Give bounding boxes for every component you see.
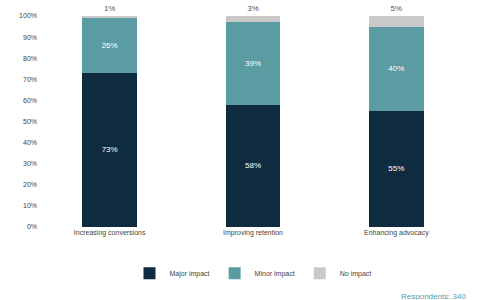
svg-text:1%: 1% [104,4,116,13]
svg-text:5%: 5% [391,4,403,13]
svg-text:80%: 80% [23,55,37,62]
svg-text:Improving retention: Improving retention [223,229,283,237]
svg-text:20%: 20% [23,181,37,188]
svg-text:0%: 0% [27,223,37,230]
svg-text:70%: 70% [23,76,37,83]
svg-text:No impact: No impact [340,270,372,278]
svg-text:Respondents: 340: Respondents: 340 [401,292,466,300]
svg-text:10%: 10% [23,202,37,209]
svg-text:90%: 90% [23,34,37,41]
svg-text:100%: 100% [19,12,37,19]
svg-text:58%: 58% [245,161,261,170]
svg-text:Major impact: Major impact [170,270,210,278]
svg-text:30%: 30% [23,160,37,167]
svg-text:Enhancing advocacy: Enhancing advocacy [364,229,429,237]
svg-text:Minor impact: Minor impact [255,270,295,278]
svg-text:60%: 60% [23,97,37,104]
svg-text:55%: 55% [388,164,404,173]
svg-text:Increasing conversions: Increasing conversions [74,229,146,237]
svg-text:3%: 3% [247,4,259,13]
svg-text:39%: 39% [245,59,261,68]
svg-text:40%: 40% [23,139,37,146]
svg-text:73%: 73% [102,145,118,154]
svg-text:26%: 26% [102,41,118,50]
svg-text:40%: 40% [388,64,404,73]
svg-text:50%: 50% [23,118,37,125]
